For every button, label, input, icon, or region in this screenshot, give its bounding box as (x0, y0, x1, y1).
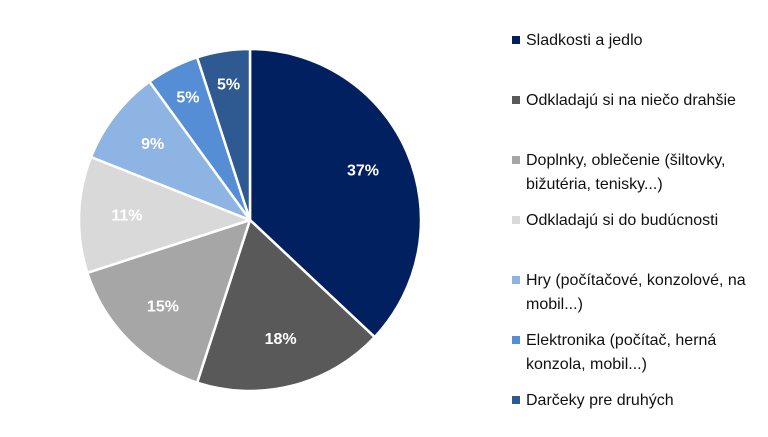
pie-value-label: 15% (147, 299, 179, 316)
pie-value-label: 5% (217, 76, 240, 93)
legend-label: Darčeky pre druhých (526, 392, 674, 409)
legend-item: Elektronika (počítač, herná konzola, mob… (512, 329, 762, 377)
legend-swatch (512, 276, 520, 284)
legend-item: Darčeky pre druhých (512, 389, 762, 413)
legend-swatch (512, 156, 520, 164)
pie-value-label: 37% (347, 163, 379, 180)
legend-swatch (512, 36, 520, 44)
legend-swatch (512, 216, 520, 224)
legend-label: Elektronika (počítač, herná konzola, mob… (526, 332, 717, 373)
pie-slice-sladkosti-a-jedlo (248, 47, 423, 339)
pie-slice-darceky-pre-druhych (195, 47, 252, 222)
pie-chart: 37% 18% 15% 11% 9% 5% 5% (77, 47, 423, 393)
legend-swatch (512, 96, 520, 104)
pie-slice-odkladaju-si-na-nieco-drahsie (195, 218, 376, 393)
legend-label: Doplnky, oblečenie (šiltovky, bižutéria,… (526, 152, 726, 193)
pie-value-label: 11% (111, 208, 142, 225)
pie-slice-odkladaju-si-do-buducnosti (77, 155, 252, 275)
legend-label: Odkladajú si na niečo drahšie (526, 92, 736, 109)
pie-slice-hry-pocitacove-konzolove-na-mobil (89, 80, 252, 222)
pie-value-labels: 37% 18% 15% 11% 9% 5% 5% (111, 76, 379, 347)
legend-item: Odkladajú si do budúcnosti (512, 209, 762, 233)
legend-item: Hry (počítačové, konzolové, na mobil...) (512, 269, 762, 317)
legend-item: Sladkosti a jedlo (512, 29, 762, 53)
pie-value-label: 18% (265, 331, 297, 348)
pie-slices (77, 47, 423, 393)
legend-label: Hry (počítačové, konzolové, na mobil...) (526, 272, 746, 313)
legend-label: Sladkosti a jedlo (526, 32, 643, 49)
legend-label: Odkladajú si do budúcnosti (526, 212, 719, 229)
pie-value-label: 9% (141, 136, 164, 153)
pie-value-label: 5% (176, 90, 199, 107)
legend-swatch (512, 336, 520, 344)
legend-swatch (512, 396, 520, 404)
chart-legend: Sladkosti a jedlo Odkladajú si na niečo d… (512, 0, 762, 437)
legend-item: Doplnky, oblečenie (šiltovky, bižutéria,… (512, 149, 762, 197)
legend-item: Odkladajú si na niečo drahšie (512, 89, 762, 113)
